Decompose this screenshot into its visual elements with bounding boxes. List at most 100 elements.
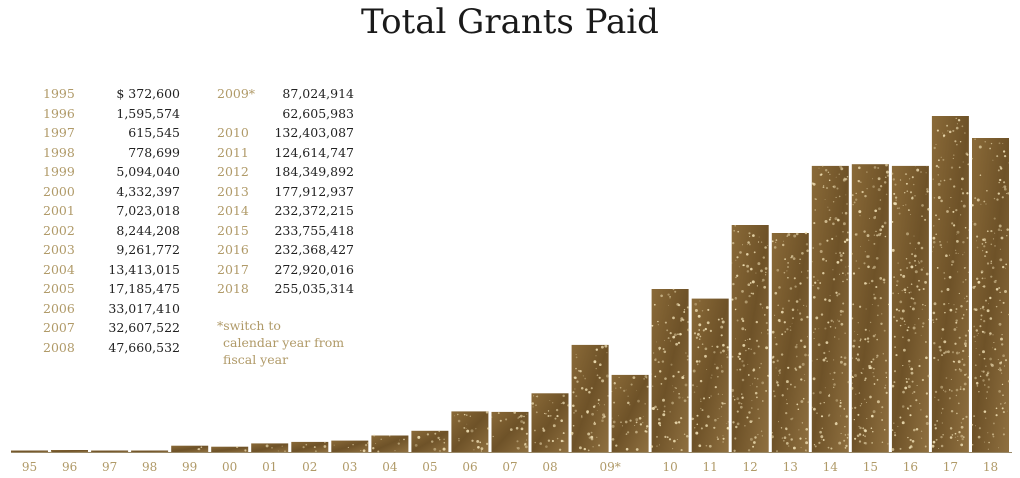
bar bbox=[131, 450, 169, 452]
bar-speckle bbox=[693, 427, 696, 429]
bar-speckle bbox=[987, 386, 990, 389]
footnote-line: fiscal year bbox=[223, 352, 289, 367]
bar-speckle bbox=[878, 207, 881, 211]
bar-speckle bbox=[1000, 236, 1004, 240]
bar-speckle bbox=[590, 435, 594, 439]
bar-speckle bbox=[989, 317, 993, 320]
bar-speckle bbox=[738, 401, 741, 405]
bar-speckle bbox=[775, 239, 778, 241]
bar-speckle bbox=[599, 404, 601, 406]
bar-speckle bbox=[470, 429, 474, 433]
bar-speckle bbox=[789, 329, 792, 331]
bar-speckle bbox=[961, 358, 964, 361]
bar-speckle bbox=[671, 401, 674, 405]
bar-speckle bbox=[840, 167, 844, 171]
bar-speckle bbox=[652, 385, 654, 387]
bar-speckle bbox=[907, 436, 909, 439]
bar-speckle bbox=[698, 329, 701, 331]
bar-speckle bbox=[695, 336, 699, 339]
bar-speckle bbox=[770, 435, 774, 439]
bar-speckle bbox=[807, 354, 810, 357]
bar-texture bbox=[50, 117, 1011, 453]
bar-speckle bbox=[933, 302, 937, 306]
bar-speckle bbox=[918, 318, 920, 320]
bar-speckle bbox=[244, 449, 247, 452]
bar-speckle bbox=[572, 424, 575, 427]
bar-speckle bbox=[716, 345, 719, 348]
bar-speckle bbox=[763, 314, 766, 316]
bar-speckle bbox=[750, 267, 753, 271]
bar-speckle bbox=[872, 267, 874, 270]
table-value: 5,094,040 bbox=[116, 164, 180, 179]
bar-speckle bbox=[864, 194, 867, 198]
bar-speckle bbox=[755, 339, 759, 342]
bar-speckle bbox=[957, 252, 959, 255]
bar-speckle bbox=[555, 408, 559, 412]
bar-speckle bbox=[955, 308, 958, 310]
bar-speckle bbox=[987, 432, 989, 434]
bar-speckle bbox=[999, 166, 1002, 168]
bar-speckle bbox=[998, 287, 1001, 289]
bar-speckle bbox=[835, 235, 837, 237]
bar-speckle bbox=[850, 386, 854, 390]
bar-speckle bbox=[572, 404, 575, 407]
bar-speckle bbox=[984, 277, 986, 279]
bar-speckle bbox=[700, 427, 703, 430]
bar-speckle bbox=[516, 440, 519, 443]
bar-speckle bbox=[804, 374, 806, 375]
bar-speckle bbox=[850, 375, 854, 379]
bar-speckle bbox=[792, 417, 794, 419]
bar-speckle bbox=[988, 303, 989, 305]
bar-speckle bbox=[924, 281, 927, 284]
bar-speckle bbox=[1002, 433, 1005, 436]
bar-speckle bbox=[955, 351, 959, 355]
chart-title: Total Grants Paid bbox=[361, 2, 659, 42]
bar-speckle bbox=[954, 311, 957, 313]
bar-speckle bbox=[985, 417, 987, 419]
bar-speckle bbox=[971, 204, 974, 207]
bar-speckle bbox=[876, 356, 878, 359]
bar-speckle bbox=[951, 264, 953, 266]
bar-speckle bbox=[487, 427, 490, 430]
bar bbox=[691, 298, 729, 452]
bar-speckle bbox=[909, 366, 911, 368]
bar-speckle bbox=[822, 165, 824, 167]
bar-speckle bbox=[698, 338, 701, 340]
bar-speckle bbox=[197, 447, 201, 451]
bar-speckle bbox=[661, 360, 665, 363]
bar-speckle bbox=[874, 268, 875, 270]
bar-speckle bbox=[1002, 354, 1005, 358]
bar-speckle bbox=[881, 225, 884, 228]
bar-speckle bbox=[991, 266, 995, 269]
bar-speckle bbox=[911, 392, 914, 395]
bar-speckle bbox=[748, 338, 751, 341]
bar-speckle bbox=[642, 422, 644, 424]
bar-speckle bbox=[819, 250, 823, 253]
bar-speckle bbox=[954, 368, 957, 371]
bar-speckle bbox=[1003, 185, 1007, 189]
bar bbox=[171, 445, 209, 452]
bar-speckle bbox=[720, 325, 724, 329]
bar-speckle bbox=[947, 350, 950, 354]
bar-speckle bbox=[583, 447, 587, 451]
bar-speckle bbox=[706, 369, 708, 371]
bar-speckle bbox=[833, 371, 836, 374]
bar-speckle bbox=[657, 421, 661, 425]
bar-speckle bbox=[664, 435, 667, 438]
bar-speckle bbox=[964, 334, 968, 337]
bar-speckle bbox=[944, 311, 946, 314]
bar-speckle bbox=[920, 246, 924, 250]
bar-speckle bbox=[606, 352, 608, 354]
bar-speckle bbox=[993, 197, 996, 200]
bar-speckle bbox=[901, 317, 904, 320]
bar-speckle bbox=[904, 173, 908, 176]
bar-speckle bbox=[990, 275, 993, 278]
bar-speckle bbox=[677, 370, 680, 374]
bar-speckle bbox=[812, 295, 816, 299]
bar-speckle bbox=[523, 415, 525, 418]
bar-speckle bbox=[667, 293, 670, 296]
bar-speckle bbox=[739, 405, 743, 409]
bar-speckle bbox=[1004, 290, 1007, 293]
bar-speckle bbox=[984, 441, 986, 443]
bar-speckle bbox=[795, 300, 799, 303]
